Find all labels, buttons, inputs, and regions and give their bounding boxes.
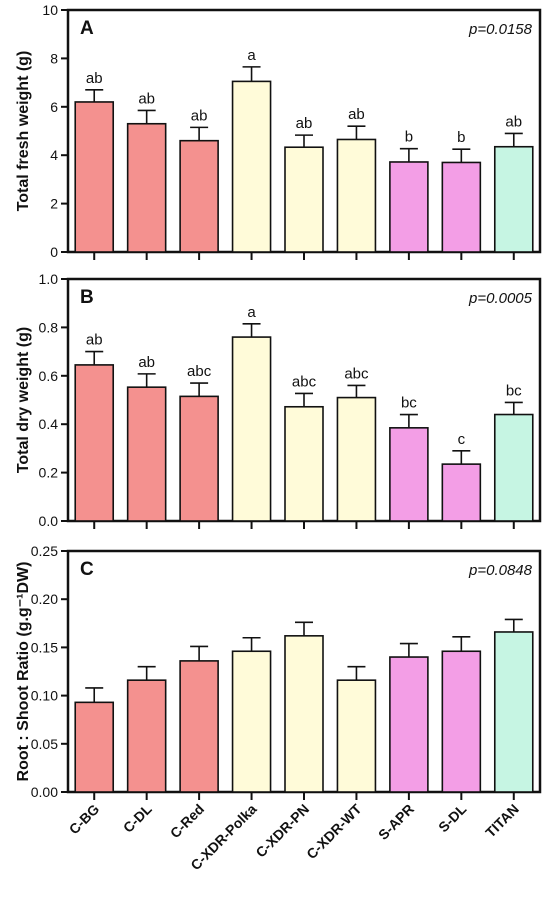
- y-tick-label: 0.4: [39, 416, 59, 432]
- y-tick-label: 0.0: [39, 513, 59, 529]
- y-tick-label: 0.6: [39, 368, 59, 384]
- y-tick-label: 0: [50, 244, 58, 260]
- bar-c-dl: [126, 386, 167, 522]
- x-category-label: C-XDR-WT: [303, 800, 365, 862]
- significance-label: ab: [86, 332, 103, 349]
- bar-c-xdr-pn: [284, 146, 324, 253]
- bar-s-apr: [389, 161, 429, 253]
- x-category-label: C-BG: [66, 801, 103, 838]
- significance-label: bc: [401, 395, 417, 412]
- significance-label: ab: [505, 113, 522, 130]
- y-tick-label: 6: [50, 99, 58, 115]
- bar-c-red: [179, 139, 219, 253]
- p-value: p=0.0005: [468, 290, 533, 307]
- significance-label: ab: [86, 70, 103, 87]
- significance-label: abc: [344, 365, 369, 382]
- bar-c-red: [179, 395, 219, 522]
- bar-c-xdr-wt: [336, 138, 377, 253]
- significance-label: c: [458, 431, 466, 448]
- bar-c-red: [179, 660, 219, 793]
- y-tick-label: 0.20: [31, 591, 58, 607]
- y-tick-label: 0.2: [39, 465, 59, 481]
- significance-label: ab: [191, 107, 208, 124]
- p-value: p=0.0848: [468, 562, 533, 579]
- bar-s-apr: [389, 427, 429, 522]
- bar-c-dl: [126, 679, 167, 793]
- panel-letter: A: [80, 18, 94, 39]
- y-tick-label: 8: [50, 50, 58, 66]
- panel-letter: C: [80, 559, 94, 580]
- significance-label: a: [247, 47, 256, 64]
- panel-c: 0.00 0.05 0.10 0.15 0.20 0.25 Root : Shoot Rat…: [15, 543, 542, 873]
- bar-c-xdr-wt: [336, 679, 377, 793]
- bar-s-apr: [389, 656, 429, 793]
- y-tick-label: 0.8: [39, 319, 59, 335]
- x-category-label: TITAN: [482, 801, 522, 841]
- panel-letter: B: [80, 287, 94, 308]
- bar-c-xdr-polka: [231, 336, 272, 522]
- bar-c-xdr-wt: [336, 396, 377, 522]
- x-category-label: S-APR: [375, 801, 417, 843]
- significance-label: abc: [292, 373, 317, 390]
- y-tick-label: 0.25: [31, 543, 58, 559]
- significance-label: ab: [138, 354, 155, 371]
- panel-b: 0.0 0.2 0.4 0.6 0.8 1.0 Total dry weight (g) B p…: [15, 271, 542, 529]
- bar-c-bg: [74, 364, 115, 522]
- y-tick-label: 0.05: [31, 736, 58, 752]
- y-tick-label: 0.15: [31, 639, 58, 655]
- significance-label: ab: [296, 115, 313, 132]
- bar-s-dl: [441, 161, 482, 253]
- y-axis-title: Root : Shoot Ratio (g.g⁻¹DW): [15, 562, 32, 782]
- bar-c-bg: [74, 701, 115, 793]
- significance-label: ab: [348, 106, 365, 123]
- significance-label: abc: [187, 363, 212, 380]
- x-category-label: C-DL: [120, 800, 155, 835]
- y-tick-label: 10: [42, 2, 58, 18]
- y-tick-label: 4: [50, 147, 58, 163]
- bar-c-dl: [126, 122, 167, 253]
- y-tick-label: 1.0: [39, 271, 59, 287]
- y-axis-title: Total dry weight (g): [15, 327, 32, 473]
- y-tick-label: 2: [50, 196, 58, 212]
- significance-label: b: [457, 129, 465, 146]
- y-tick-label: 0.00: [31, 784, 58, 800]
- bar-s-dl: [441, 650, 482, 793]
- bar-c-xdr-pn: [284, 405, 324, 522]
- bar-c-xdr-pn: [284, 635, 324, 793]
- significance-label: a: [247, 304, 256, 321]
- y-axis-title: Total fresh weight (g): [15, 51, 32, 212]
- x-category-label: C-Red: [167, 801, 207, 841]
- bar-c-xdr-polka: [231, 650, 272, 793]
- significance-label: bc: [506, 382, 522, 399]
- bar-c-bg: [74, 101, 115, 253]
- bar-titan: [493, 145, 534, 253]
- bar-titan: [493, 413, 534, 522]
- p-value: p=0.0158: [468, 21, 533, 38]
- significance-label: ab: [138, 90, 155, 107]
- x-category-label: S-DL: [435, 800, 470, 835]
- significance-label: b: [405, 129, 413, 146]
- bar-s-dl: [441, 463, 482, 522]
- y-tick-label: 0.10: [31, 688, 58, 704]
- bar-c-xdr-polka: [231, 80, 272, 253]
- bar-titan: [493, 631, 534, 793]
